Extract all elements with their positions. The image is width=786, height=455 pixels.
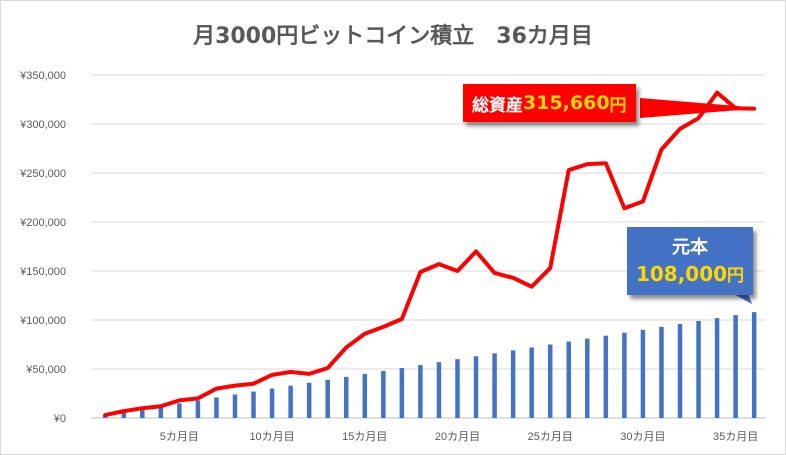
x-tick-label: 10カ月目 bbox=[249, 430, 294, 443]
total-assets-line-group bbox=[103, 90, 757, 418]
callout-connectors bbox=[640, 98, 753, 305]
total-assets-callout-pointer bbox=[640, 98, 745, 118]
principal-bar bbox=[251, 391, 256, 418]
principal-bar bbox=[529, 347, 534, 418]
principal-bar bbox=[603, 335, 609, 418]
total-assets-label: 総資産 bbox=[472, 95, 523, 116]
y-tick-label: ¥50,000 bbox=[25, 364, 66, 376]
principal-bar bbox=[195, 400, 201, 418]
principal-bar bbox=[677, 323, 683, 418]
principal-bar bbox=[214, 397, 219, 418]
principal-bar bbox=[696, 320, 701, 418]
principal-bar bbox=[158, 406, 164, 418]
y-axis-tick-labels: ¥0 ¥50,000 ¥100,000 ¥150,000 ¥200,000 ¥250,00… bbox=[19, 70, 66, 425]
principal-bar bbox=[473, 356, 479, 418]
principal-bar bbox=[306, 382, 312, 418]
principal-bars bbox=[102, 312, 757, 418]
principal-unit: 円 bbox=[727, 266, 745, 286]
principal-bar bbox=[492, 353, 497, 418]
y-tick-label: ¥300,000 bbox=[19, 119, 66, 131]
principal-bar bbox=[325, 379, 330, 418]
total-assets-unit: 円 bbox=[609, 95, 627, 116]
principal-bar bbox=[436, 362, 442, 418]
y-tick-label: ¥250,000 bbox=[19, 168, 66, 180]
principal-bar bbox=[121, 412, 126, 418]
principal-bar bbox=[751, 312, 757, 418]
y-tick-label: ¥100,000 bbox=[19, 315, 66, 327]
total-assets-callout: 総資産 315,660 円 bbox=[463, 84, 636, 122]
principal-bar bbox=[418, 365, 423, 418]
chart-title: 月3000円ビットコイン積立 36カ月目 bbox=[193, 24, 593, 49]
total-assets-value: 315,660 bbox=[523, 92, 610, 114]
principal-bar bbox=[566, 341, 571, 418]
principal-bar bbox=[714, 318, 720, 418]
principal-callout: 元本 108,000円 bbox=[627, 227, 753, 295]
principal-bar bbox=[455, 359, 460, 418]
y-tick-label: ¥200,000 bbox=[19, 217, 66, 229]
principal-callout-pointer bbox=[732, 293, 753, 305]
principal-bar bbox=[733, 315, 738, 418]
principal-bar bbox=[362, 373, 368, 418]
principal-bar bbox=[585, 338, 590, 418]
total-assets-line bbox=[103, 90, 757, 418]
principal-bar bbox=[547, 344, 553, 418]
principal-bar bbox=[622, 332, 627, 418]
principal-bar bbox=[659, 326, 664, 418]
x-tick-label: 25カ月目 bbox=[528, 430, 573, 443]
principal-bar bbox=[269, 388, 275, 418]
x-axis-tick-labels: 5カ月目 10カ月目 15カ月目 20カ月目 25カ月目 30カ月目 35カ月目 bbox=[160, 430, 758, 443]
principal-label: 元本 bbox=[672, 237, 708, 258]
x-tick-label: 30カ月目 bbox=[620, 430, 665, 443]
x-tick-label: 15カ月目 bbox=[342, 430, 387, 443]
principal-bar bbox=[140, 409, 145, 418]
principal-bar bbox=[510, 350, 516, 418]
y-tick-label: ¥350,000 bbox=[19, 70, 66, 82]
principal-bar bbox=[232, 394, 238, 418]
principal-bar bbox=[343, 376, 349, 418]
y-tick-label: ¥0 bbox=[53, 413, 66, 425]
principal-bar bbox=[288, 385, 293, 418]
x-tick-label: 35カ月目 bbox=[713, 430, 758, 443]
y-tick-label: ¥150,000 bbox=[19, 266, 66, 278]
principal-bar bbox=[640, 329, 646, 418]
x-tick-label: 5カ月目 bbox=[160, 430, 199, 443]
principal-value: 108,000 bbox=[635, 262, 728, 286]
x-tick-label: 20カ月目 bbox=[435, 430, 480, 443]
principal-bar bbox=[381, 370, 386, 418]
principal-bar bbox=[399, 368, 405, 418]
principal-bar bbox=[177, 403, 182, 418]
